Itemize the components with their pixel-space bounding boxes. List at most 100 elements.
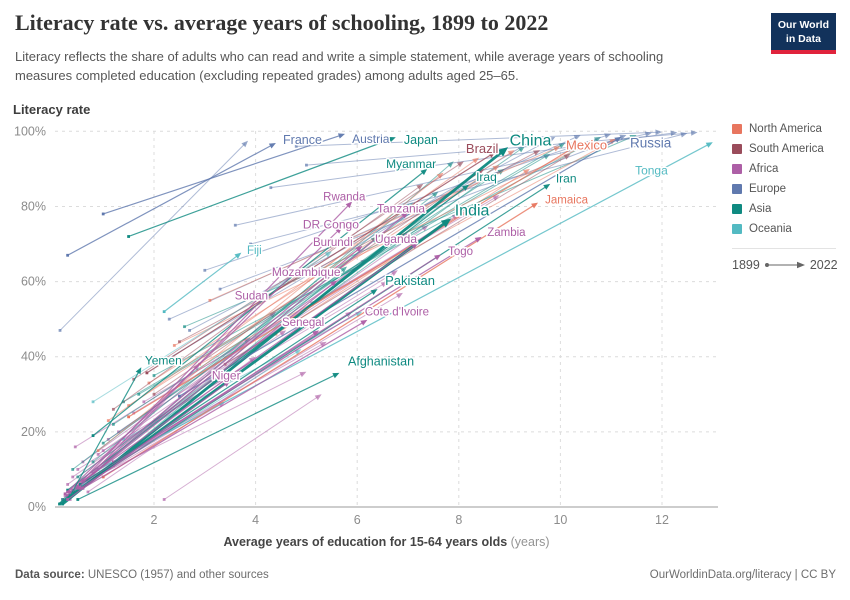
country-label-mexico[interactable]: Mexico (564, 136, 608, 154)
trajectory-line (179, 138, 619, 397)
trajectory-burundi[interactable] (66, 244, 364, 494)
trajectory[interactable] (106, 155, 481, 422)
legend-item-south-america[interactable]: South America (732, 143, 842, 155)
country-label-dr-congo[interactable]: DR Congo (301, 216, 360, 233)
country-label-burundi[interactable]: Burundi (312, 235, 355, 250)
trajectory[interactable] (132, 159, 465, 381)
legend-item-africa[interactable]: Africa (732, 163, 842, 175)
trajectory-line (82, 321, 365, 489)
trajectory[interactable] (162, 392, 323, 501)
country-label-jamaica[interactable]: Jamaica (544, 193, 590, 208)
country-label-china[interactable]: China (508, 131, 553, 151)
trajectory-dr-congo[interactable] (63, 225, 344, 496)
country-label-rwanda[interactable]: Rwanda (322, 190, 368, 205)
end-arrow-icon (234, 252, 242, 259)
country-label-togo[interactable]: Togo (447, 245, 475, 260)
trajectory[interactable] (86, 369, 308, 483)
legend-item-north-america[interactable]: North America (732, 123, 842, 135)
start-point-1899 (137, 392, 141, 396)
trajectory-sudan[interactable] (76, 293, 268, 490)
data-source-note: Data source: UNESCO (1957) and other sou… (15, 569, 269, 581)
trajectory-pakistan[interactable] (78, 287, 379, 486)
trajectory[interactable] (208, 144, 561, 302)
y-axis-tick-40: 40% (21, 350, 46, 364)
start-point-1899 (101, 441, 105, 445)
trajectory[interactable] (58, 139, 250, 332)
country-label-pakistan[interactable]: Pakistan (384, 271, 437, 289)
end-arrow-icon (421, 225, 429, 232)
start-point-1899 (157, 362, 161, 366)
trajectory-china[interactable] (61, 144, 511, 506)
country-label-france[interactable]: France (282, 131, 324, 148)
trajectory-yemen[interactable] (68, 366, 144, 498)
legend-label-africa: Africa (749, 163, 779, 175)
end-arrow-icon (332, 372, 340, 379)
trajectory-russia[interactable] (178, 135, 623, 398)
country-label-yemen[interactable]: Yemen (143, 352, 183, 369)
x-axis-tick-12: 12 (655, 513, 669, 527)
country-label-japan[interactable]: Japan (402, 131, 439, 148)
trajectory[interactable] (305, 130, 698, 167)
trajectory[interactable] (294, 129, 662, 148)
start-point-1899 (71, 468, 75, 471)
legend-item-oceania[interactable]: Oceania (732, 223, 842, 235)
country-label-myanmar[interactable]: Myanmar (385, 155, 438, 172)
end-arrow-icon (360, 319, 368, 326)
end-arrow-icon (543, 183, 551, 190)
end-arrow-icon (563, 153, 571, 160)
trajectory-rwanda[interactable] (66, 200, 354, 498)
country-label-iran[interactable]: Iran (554, 170, 578, 187)
country-label-sudan[interactable]: Sudan (233, 289, 269, 304)
trajectory[interactable] (111, 167, 506, 426)
start-point-1899 (122, 437, 125, 441)
country-label-austria[interactable]: Austria (351, 131, 392, 148)
country-label-iraq[interactable]: Iraq (475, 169, 499, 186)
start-point-1899 (76, 486, 80, 490)
trajectory-france[interactable] (66, 140, 277, 257)
end-arrow-icon (472, 157, 480, 164)
country-label-uganda[interactable]: Uganda (373, 230, 418, 247)
trajectory-niger[interactable] (66, 379, 232, 501)
trajectory-mexico[interactable] (127, 141, 582, 419)
country-label-senegal[interactable]: Senegal (281, 315, 326, 330)
start-point-1899 (71, 475, 75, 479)
legend-item-asia[interactable]: Asia (732, 203, 842, 215)
start-point-1899 (66, 490, 70, 494)
end-arrow-icon (655, 129, 662, 136)
country-label-russia[interactable]: Russia (628, 134, 673, 152)
end-arrow-icon (619, 134, 627, 140)
owid-logo[interactable]: Our World in Data (770, 13, 836, 55)
trajectory-line (296, 131, 659, 147)
footer-link[interactable]: OurWorldinData.org/literacy | CC BY (649, 569, 836, 581)
start-point-1899 (172, 344, 176, 347)
country-label-fiji[interactable]: Fiji (245, 244, 263, 259)
country-label-cote-d-ivoire[interactable]: Cote d'Ivoire (363, 305, 430, 320)
country-label-tonga[interactable]: Tonga (634, 162, 670, 179)
country-label-afghanistan[interactable]: Afghanistan (347, 353, 416, 370)
trajectory-tanzania[interactable] (71, 210, 409, 492)
trajectory-line (270, 132, 674, 189)
country-label-brazil[interactable]: Brazil (464, 139, 500, 157)
country-label-tanzania[interactable]: Tanzania (376, 200, 427, 217)
start-point-1899 (76, 475, 80, 479)
trajectory-mozambique[interactable] (68, 278, 339, 494)
country-label-zambia[interactable]: Zambia (486, 225, 528, 240)
end-arrow-icon (319, 341, 327, 348)
country-label-mozambique[interactable]: Mozambique (270, 263, 342, 280)
data-source-label: Data source: (15, 569, 85, 581)
start-point-1899 (294, 144, 298, 148)
trajectory-austria[interactable] (101, 131, 346, 216)
end-arrow-icon (492, 195, 500, 201)
trajectory-jamaica[interactable] (101, 200, 540, 479)
trajectory-uganda[interactable] (81, 241, 419, 483)
trajectory-brazil[interactable] (145, 150, 496, 375)
start-point-1899 (66, 498, 70, 501)
end-arrow-icon (337, 133, 346, 139)
trajectory-fiji[interactable] (162, 250, 243, 314)
country-label-india[interactable]: India (453, 201, 491, 221)
legend-item-europe[interactable]: Europe (732, 183, 842, 195)
trajectory-japan[interactable] (127, 135, 397, 238)
trajectory-afghanistan[interactable] (76, 370, 340, 501)
country-label-niger[interactable]: Niger (210, 367, 242, 384)
trajectory-line (163, 396, 319, 500)
